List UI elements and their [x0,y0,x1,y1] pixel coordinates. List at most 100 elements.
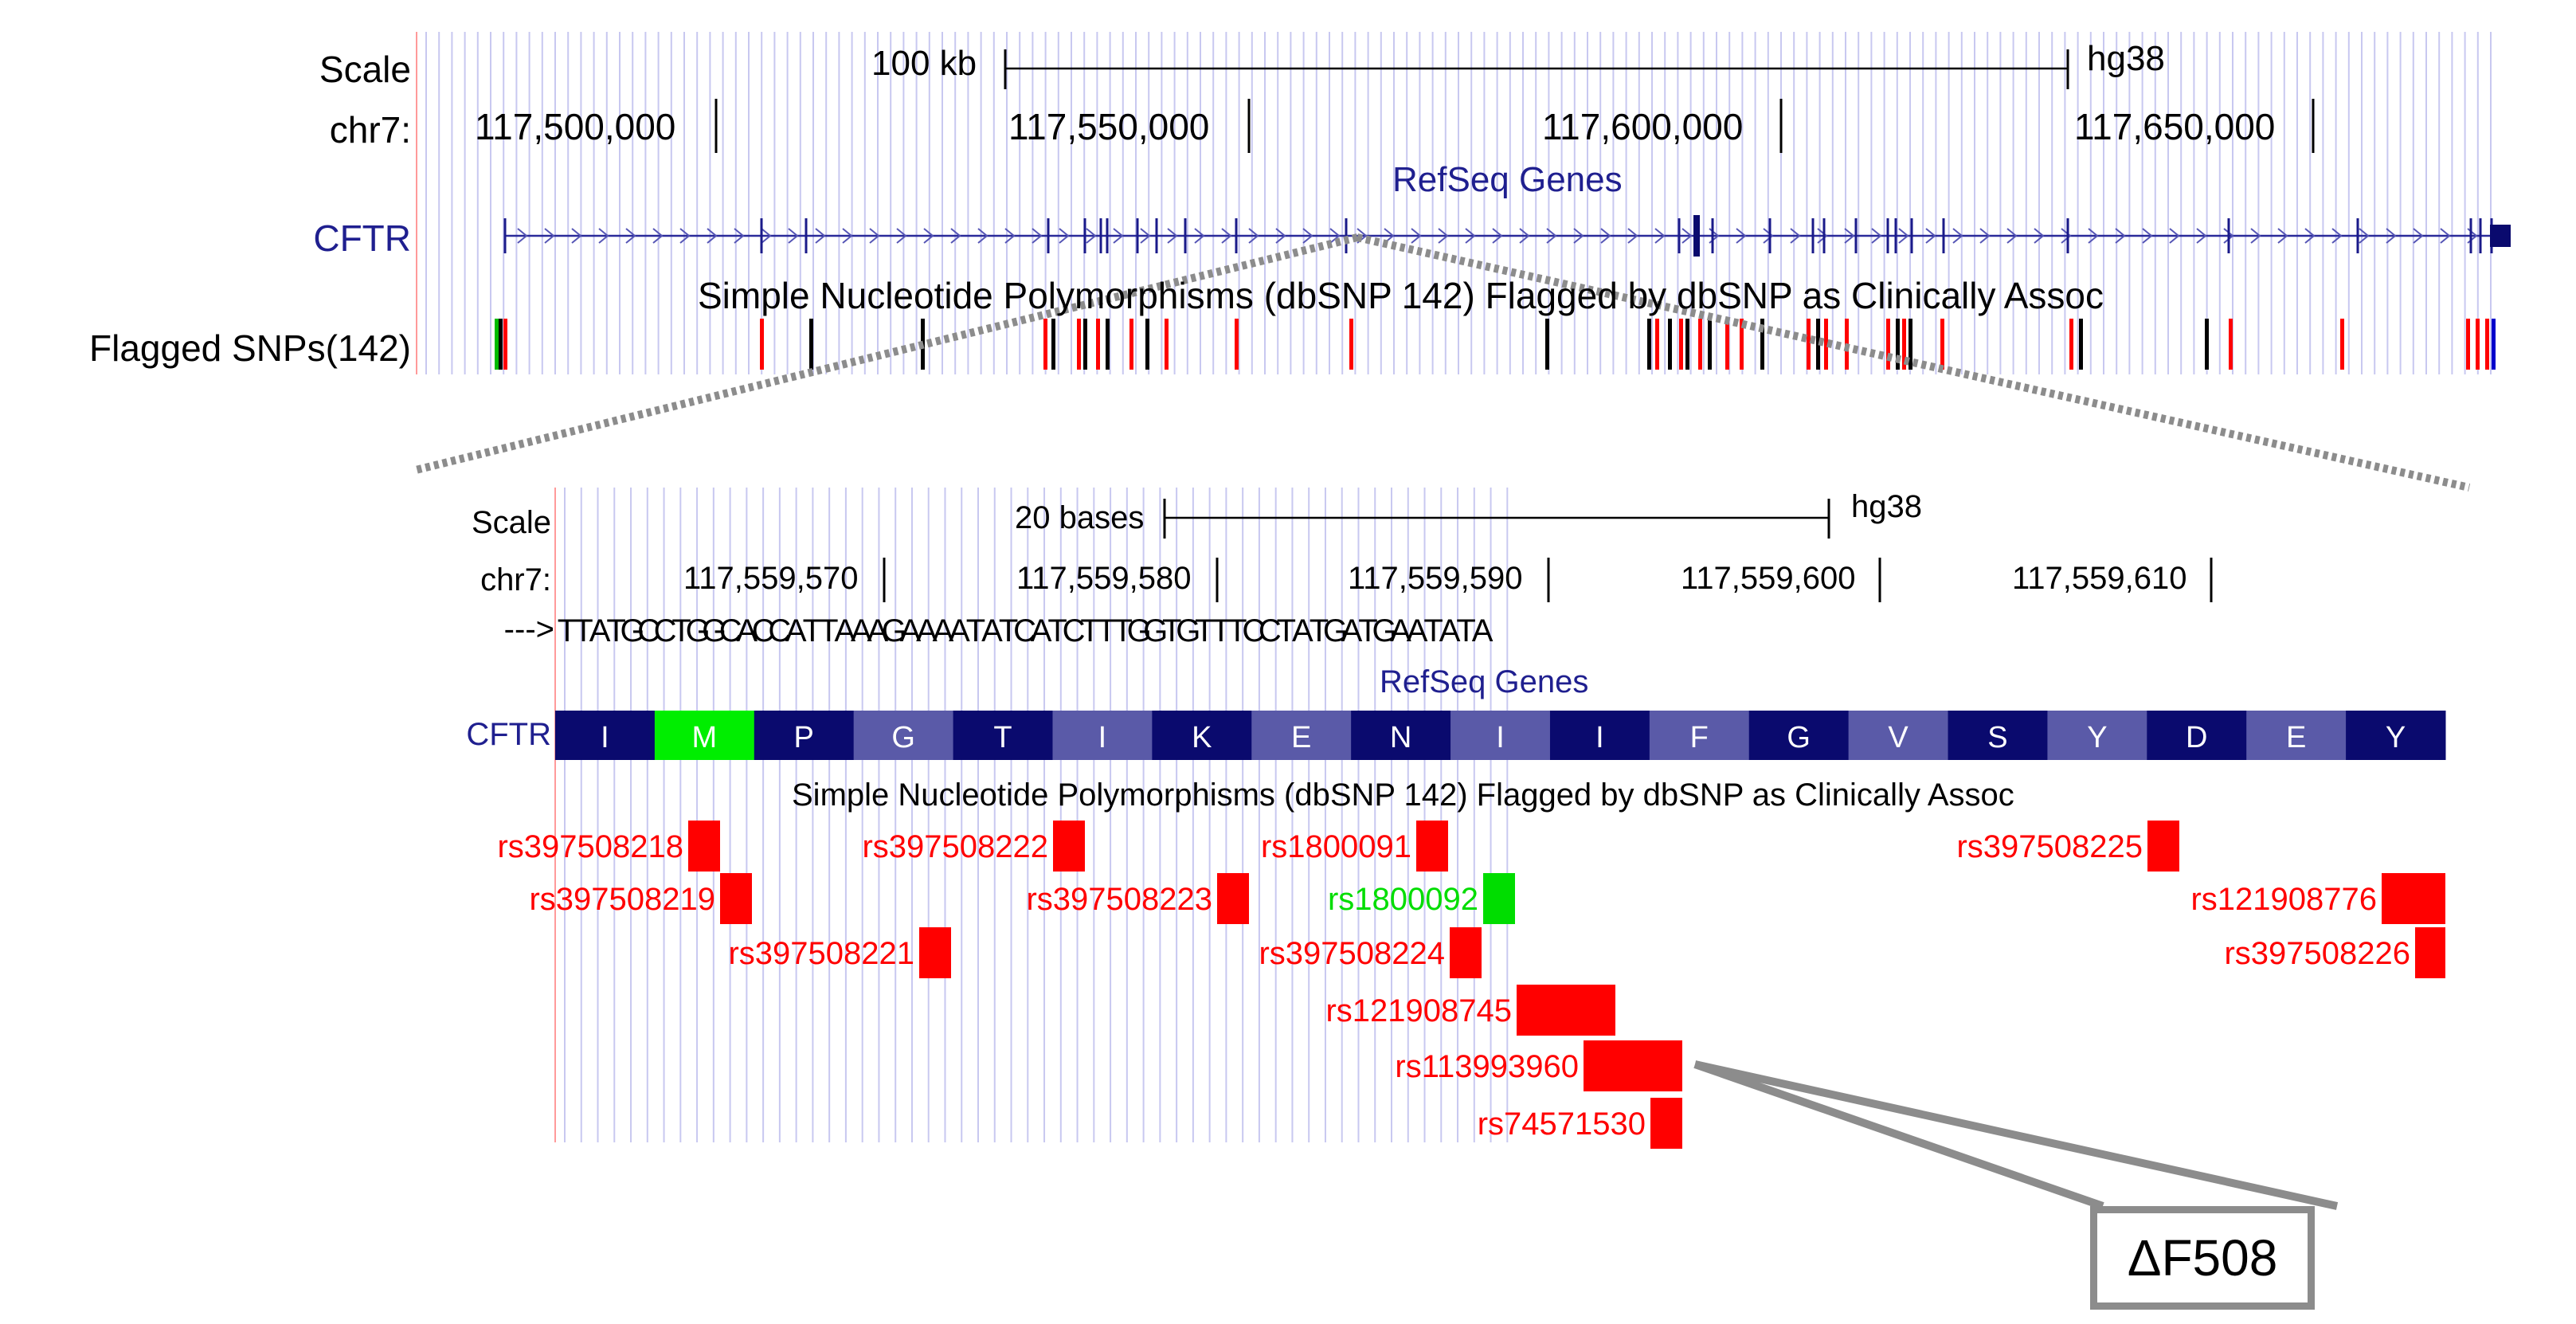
flagged-snp-mark[interactable] [2492,319,2496,370]
top-snp-track-title[interactable]: Simple Nucleotide Polymorphisms (dbSNP 1… [698,275,2104,316]
snp-label-rs397508218[interactable]: rs397508218 [497,829,683,864]
snp-feature-rs397508221[interactable] [919,927,951,978]
flagged-snp-mark[interactable] [1145,319,1149,370]
amino-acid-block[interactable] [754,711,855,760]
flagged-snp-mark[interactable] [1886,319,1890,370]
snp-label-rs397508224[interactable]: rs397508224 [1259,936,1445,971]
flagged-snp-mark[interactable] [2485,319,2489,370]
flagged-snp-mark[interactable] [503,319,507,370]
snp-feature-rs397508218[interactable] [688,821,720,872]
bottom-gene-label[interactable]: CFTR [466,717,551,752]
snp-label-rs113993960[interactable]: rs113993960 [1395,1049,1579,1084]
amino-acid-block[interactable] [2346,711,2446,760]
flagged-snp-mark[interactable] [1807,319,1811,370]
snp-label-rs397508225[interactable]: rs397508225 [1956,829,2143,864]
amino-acid-block[interactable] [1052,711,1153,760]
amino-acid-block[interactable] [853,711,954,760]
flagged-snp-mark[interactable] [1129,319,1133,370]
flagged-snp-mark[interactable] [2466,319,2470,370]
flagged-snp-mark[interactable] [1096,319,1100,370]
flagged-snp-mark[interactable] [1708,319,1712,370]
flagged-snp-mark[interactable] [1940,319,1944,370]
flagged-snp-mark[interactable] [1077,319,1081,370]
flagged-snp-mark[interactable] [1349,319,1353,370]
snp-label-rs1800092[interactable]: rs1800092 [1328,882,1478,917]
flagged-snp-mark[interactable] [1083,319,1087,370]
flagged-snp-mark[interactable] [1106,319,1110,370]
amino-acid-block[interactable] [1649,711,1750,760]
flagged-snp-mark[interactable] [1235,319,1239,370]
flagged-snp-mark[interactable] [2476,319,2480,370]
flagged-snp-mark[interactable] [1740,319,1744,370]
snp-feature-rs397508225[interactable] [2147,821,2179,872]
flagged-snp-mark[interactable] [2340,319,2344,370]
snp-feature-rs397508223[interactable] [1217,873,1249,924]
cftr-exon[interactable] [2490,225,2511,247]
flagged-snp-mark[interactable] [2229,319,2233,370]
flagged-snp-mark[interactable] [1545,319,1549,370]
flagged-snp-mark[interactable] [760,319,764,370]
flagged-snp-mark[interactable] [2205,319,2209,370]
snp-label-rs121908776[interactable]: rs121908776 [2190,882,2377,917]
flagged-snp-mark[interactable] [495,319,499,370]
snp-label-rs121908745[interactable]: rs121908745 [1325,993,1512,1028]
flagged-snp-mark[interactable] [1760,319,1764,370]
amino-acid-block[interactable] [1152,711,1252,760]
snp-label-rs397508222[interactable]: rs397508222 [862,829,1048,864]
amino-acid-block[interactable] [1848,711,1949,760]
amino-acid-block[interactable] [1748,711,1850,760]
snp-label-rs397508219[interactable]: rs397508219 [529,882,715,917]
flagged-snp-mark[interactable] [1051,319,1055,370]
flagged-snp-mark[interactable] [1647,319,1651,370]
amino-acid-block[interactable] [1948,711,2048,760]
amino-acid-block[interactable] [555,711,656,760]
flagged-snp-mark[interactable] [1816,319,1820,370]
bottom-snp-track-title[interactable]: Simple Nucleotide Polymorphisms (dbSNP 1… [792,778,2014,813]
amino-acid-block[interactable] [1351,711,1451,760]
top-snp-track-label[interactable]: Flagged SNPs(142) [89,327,411,369]
flagged-snp-mark[interactable] [1902,319,1906,370]
amino-acid-block[interactable] [2047,711,2147,760]
snp-feature-rs397508224[interactable] [1450,927,1482,978]
snp-feature-rs74571530[interactable] [1650,1098,1682,1149]
flagged-snp-mark[interactable] [1725,319,1729,370]
amino-acid-block[interactable] [1450,711,1551,760]
amino-acid-block[interactable] [2147,711,2247,760]
snp-label-rs397508223[interactable]: rs397508223 [1026,882,1212,917]
amino-acid-block[interactable] [1251,711,1352,760]
flagged-snp-mark[interactable] [1668,319,1672,370]
flagged-snp-mark[interactable] [1698,319,1702,370]
flagged-snp-mark[interactable] [1896,319,1900,370]
snp-label-rs397508226[interactable]: rs397508226 [2224,936,2410,971]
snp-feature-rs397508222[interactable] [1053,821,1085,872]
flagged-snp-mark[interactable] [1909,319,1912,370]
flagged-snp-mark[interactable] [1655,319,1659,370]
flagged-snp-mark[interactable] [499,319,503,370]
top-genes-track-title[interactable]: RefSeq Genes [1392,160,1623,199]
snp-feature-rs121908776[interactable] [2382,873,2445,924]
snp-feature-rs1800092[interactable] [1483,873,1515,924]
flagged-snp-mark[interactable] [809,319,813,370]
snp-feature-rs113993960[interactable] [1584,1040,1682,1091]
snp-feature-rs397508226[interactable] [2415,927,2445,978]
bottom-genes-track-title[interactable]: RefSeq Genes [1380,664,1589,699]
amino-acid-block[interactable] [2246,711,2347,760]
snp-label-rs397508221[interactable]: rs397508221 [728,936,914,971]
top-gene-label[interactable]: CFTR [313,217,411,259]
flagged-snp-mark[interactable] [1824,319,1828,370]
flagged-snp-mark[interactable] [1685,319,1689,370]
snp-feature-rs121908745[interactable] [1517,985,1615,1036]
snp-feature-rs397508219[interactable] [720,873,752,924]
snp-label-rs1800091[interactable]: rs1800091 [1261,829,1411,864]
cftr-exon[interactable] [1693,215,1700,257]
amino-acid-block[interactable] [1549,711,1650,760]
snp-feature-rs1800091[interactable] [1416,821,1448,872]
flagged-snp-mark[interactable] [1043,319,1047,370]
flagged-snp-mark[interactable] [1165,319,1169,370]
flagged-snp-mark[interactable] [2069,319,2073,370]
snp-label-rs74571530[interactable]: rs74571530 [1478,1107,1646,1142]
flagged-snp-mark[interactable] [1679,319,1683,370]
flagged-snp-mark[interactable] [2079,319,2083,370]
amino-acid-block[interactable] [654,711,755,760]
amino-acid-block[interactable] [953,711,1053,760]
